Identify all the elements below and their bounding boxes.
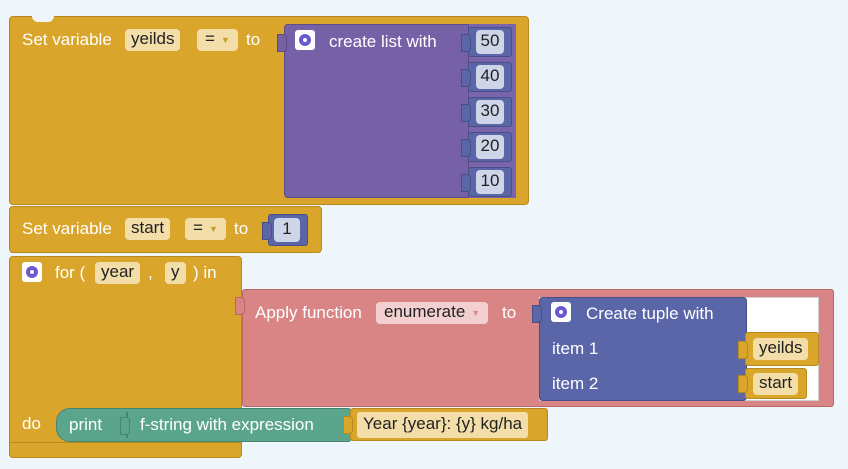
string-value-field[interactable]: Year {year}: {y} kg/ha bbox=[357, 412, 529, 438]
number-value-item-3[interactable]: 20 bbox=[476, 135, 504, 159]
create-tuple-label: Create tuple with bbox=[586, 304, 714, 323]
item-connector bbox=[461, 104, 471, 122]
variable-name-field[interactable]: start bbox=[125, 218, 171, 240]
variable-name-field[interactable]: yeilds bbox=[125, 29, 181, 51]
gear-icon[interactable] bbox=[295, 30, 315, 50]
comma-label: , bbox=[148, 263, 153, 282]
getter-connector bbox=[738, 341, 748, 359]
create-tuple-block[interactable] bbox=[539, 297, 747, 401]
to-label: to bbox=[246, 30, 261, 49]
create-list-label: create list with bbox=[329, 32, 437, 51]
variable-getter-name[interactable]: start bbox=[753, 373, 799, 395]
chevron-down-icon: ▼ bbox=[471, 307, 481, 318]
variable-getter-name[interactable]: yeilds bbox=[753, 338, 809, 360]
item-connector bbox=[461, 69, 471, 87]
item-connector bbox=[461, 34, 471, 52]
number-value-item-1[interactable]: 40 bbox=[476, 65, 504, 89]
print-block[interactable] bbox=[56, 408, 352, 442]
function-dropdown[interactable]: enumerate ▼ bbox=[376, 302, 489, 324]
number-value[interactable]: 1 bbox=[274, 218, 300, 242]
number-value-item-4[interactable]: 10 bbox=[476, 170, 504, 194]
gear-icon[interactable] bbox=[22, 262, 42, 282]
create-list-connector bbox=[277, 34, 287, 52]
gear-icon[interactable] bbox=[551, 302, 571, 322]
top-notch bbox=[32, 16, 54, 22]
operator-value: = bbox=[193, 218, 203, 237]
tuple-connector bbox=[532, 305, 542, 323]
loop-variable-field[interactable]: y bbox=[165, 262, 186, 284]
apply-function-connector bbox=[235, 297, 245, 315]
for-loop-bottom-arm bbox=[9, 442, 242, 458]
print-label: print bbox=[69, 415, 103, 434]
number-connector bbox=[262, 222, 272, 240]
fstring-label: f-string with expression bbox=[140, 415, 314, 434]
string-connector bbox=[343, 416, 353, 434]
apply-function-label: Apply function bbox=[255, 303, 362, 322]
set-variable-label: Set variable bbox=[22, 30, 112, 49]
do-label: do bbox=[22, 414, 41, 433]
item-connector bbox=[461, 174, 471, 192]
item1-label: item 1 bbox=[552, 339, 599, 358]
set-variable-label: Set variable bbox=[22, 219, 112, 238]
to-label: to bbox=[502, 303, 517, 322]
loop-variable-field[interactable]: year bbox=[95, 262, 141, 284]
item2-label: item 2 bbox=[552, 374, 599, 393]
to-label: to bbox=[234, 219, 249, 238]
number-value-item-2[interactable]: 30 bbox=[476, 100, 504, 124]
number-value-item-0[interactable]: 50 bbox=[476, 30, 504, 54]
operator-dropdown[interactable]: = ▼ bbox=[185, 218, 226, 240]
item-connector bbox=[461, 139, 471, 157]
function-value: enumerate bbox=[384, 302, 466, 321]
fstring-connector bbox=[120, 417, 130, 435]
operator-value: = bbox=[205, 29, 215, 48]
getter-connector bbox=[738, 375, 748, 393]
operator-dropdown[interactable]: = ▼ bbox=[197, 29, 238, 51]
in-label: ) in bbox=[193, 263, 217, 282]
chevron-down-icon: ▼ bbox=[220, 34, 230, 45]
chevron-down-icon: ▼ bbox=[208, 223, 218, 234]
for-label: for ( bbox=[55, 263, 86, 282]
